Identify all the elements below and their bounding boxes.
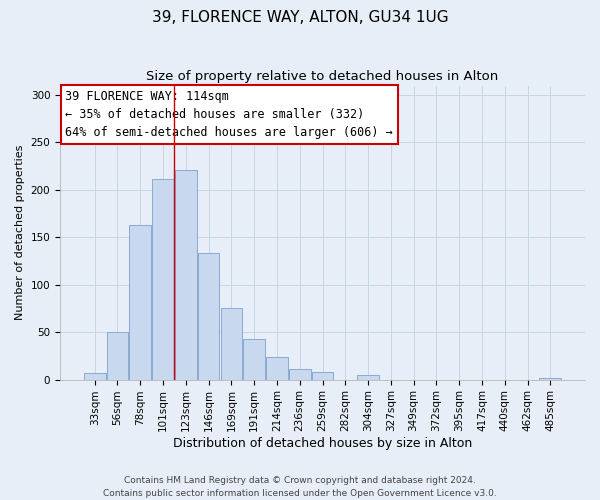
Text: Contains HM Land Registry data © Crown copyright and database right 2024.
Contai: Contains HM Land Registry data © Crown c…	[103, 476, 497, 498]
Bar	[107, 332, 128, 380]
Bar	[221, 308, 242, 380]
Bar	[130, 225, 151, 380]
Bar	[266, 357, 288, 380]
Bar	[244, 339, 265, 380]
Text: 39 FLORENCE WAY: 114sqm
← 35% of detached houses are smaller (332)
64% of semi-d: 39 FLORENCE WAY: 114sqm ← 35% of detache…	[65, 90, 393, 139]
Text: 39, FLORENCE WAY, ALTON, GU34 1UG: 39, FLORENCE WAY, ALTON, GU34 1UG	[152, 10, 448, 25]
Bar	[84, 373, 106, 380]
Bar	[175, 170, 197, 380]
X-axis label: Distribution of detached houses by size in Alton: Distribution of detached houses by size …	[173, 437, 472, 450]
Title: Size of property relative to detached houses in Alton: Size of property relative to detached ho…	[146, 70, 499, 83]
Bar	[289, 369, 311, 380]
Bar	[311, 372, 334, 380]
Bar	[198, 254, 220, 380]
Bar	[152, 178, 174, 380]
Bar	[539, 378, 561, 380]
Y-axis label: Number of detached properties: Number of detached properties	[15, 145, 25, 320]
Bar	[357, 375, 379, 380]
